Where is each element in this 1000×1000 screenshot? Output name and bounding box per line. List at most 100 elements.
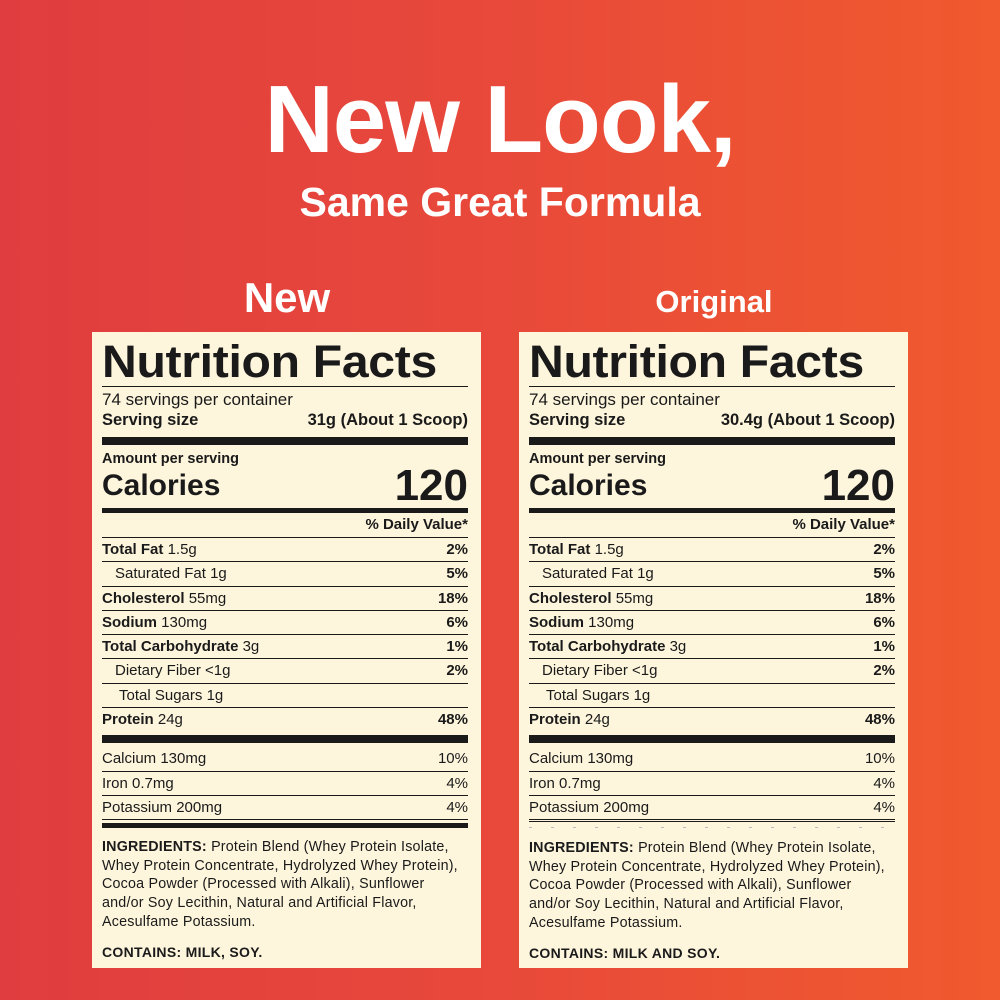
nutrient-name: Total Fat bbox=[529, 541, 591, 558]
headline: New Look, bbox=[264, 66, 736, 173]
nutrient-row: Sodium 130mg 6% bbox=[102, 611, 468, 636]
nutrient-row: Total Sugars 1g bbox=[529, 684, 895, 709]
nutrient-name: Total Sugars bbox=[546, 686, 630, 704]
nutrient-daily-value: 6% bbox=[446, 613, 468, 631]
nutrition-facts-title: Nutrition Facts bbox=[102, 336, 437, 387]
ingredients: INGREDIENTS: Protein Blend (Whey Protein… bbox=[102, 838, 468, 931]
nutrient-amount: 1g bbox=[206, 686, 224, 704]
nutrient-daily-value: 1% bbox=[446, 638, 468, 656]
serving-size-row: Serving size 31g (About 1 Scoop) bbox=[102, 410, 468, 430]
original-label: Original bbox=[655, 284, 773, 319]
nutrition-panel-new: Nutrition Facts 74 servings per container… bbox=[92, 332, 481, 968]
nutrient-amount: 1g bbox=[210, 565, 227, 583]
vitamin-row: Iron 0.7mg 4% bbox=[102, 772, 468, 796]
vitamin-name: Iron 0.7mg bbox=[102, 774, 174, 792]
nutrient-name: Total Sugars bbox=[119, 686, 203, 704]
vitamin-row: Iron 0.7mg 4% bbox=[529, 772, 895, 796]
nutrient-amount: 130mg bbox=[588, 613, 635, 631]
vitamin-daily-value: 10% bbox=[864, 750, 895, 768]
nutrient-amount: 1g bbox=[633, 686, 651, 704]
nutrient-daily-value: 1% bbox=[873, 638, 895, 656]
divider bbox=[529, 386, 895, 387]
nutrient-name: Protein bbox=[529, 711, 581, 729]
calories-value: 120 bbox=[821, 461, 895, 510]
new-label: New bbox=[243, 274, 331, 321]
nutrient-amount: 130mg bbox=[161, 613, 208, 631]
vitamin-daily-value: 4% bbox=[873, 798, 895, 816]
nutrition-panel-original: Nutrition Facts 74 servings per container… bbox=[519, 332, 908, 968]
nutrient-amount: 3g bbox=[242, 638, 260, 656]
medium-divider bbox=[529, 508, 895, 513]
vitamin-daily-value: 10% bbox=[437, 750, 468, 768]
nutrient-name: Total Carbohydrate bbox=[102, 638, 239, 656]
nutrient-name: Total Carbohydrate bbox=[529, 638, 666, 656]
nutrient-name: Protein bbox=[102, 711, 154, 729]
divider bbox=[102, 386, 468, 387]
nutrient-row: Total Sugars 1g bbox=[102, 684, 468, 709]
nutrient-name: Cholesterol bbox=[102, 589, 185, 607]
servings-per-container: 74 servings per container bbox=[102, 390, 293, 409]
medium-divider bbox=[102, 823, 468, 829]
serving-size-value: 31g (About 1 Scoop) bbox=[307, 411, 468, 429]
nutrient-daily-value: 18% bbox=[437, 589, 468, 607]
nutrient-row: Total Fat 1.5g 2% bbox=[529, 538, 895, 563]
vitamin-name: Calcium 130mg bbox=[102, 750, 207, 768]
allergen-contains: CONTAINS: MILK AND SOY. bbox=[529, 945, 721, 962]
vitamin-name: Potassium 200mg bbox=[529, 798, 650, 816]
vitamin-daily-value: 4% bbox=[446, 798, 468, 816]
nutrient-daily-value: 2% bbox=[446, 541, 468, 558]
nutrient-amount: 3g bbox=[669, 638, 687, 656]
nutrient-amount: 24g bbox=[584, 711, 610, 729]
serving-size-row: Serving size 30.4g (About 1 Scoop) bbox=[529, 410, 895, 430]
vitamin-row: Calcium 130mg 10% bbox=[529, 747, 895, 772]
allergen-contains: CONTAINS: MILK, SOY. bbox=[102, 944, 263, 961]
nutrient-amount: 1g bbox=[637, 565, 654, 583]
nutrient-name: Total Fat bbox=[102, 541, 164, 558]
ingredients: INGREDIENTS: Protein Blend (Whey Protein… bbox=[529, 839, 895, 932]
nutrient-row: Dietary Fiber <1g 2% bbox=[529, 659, 895, 684]
nutrient-daily-value: 6% bbox=[873, 613, 895, 631]
vitamin-row: Potassium 200mg 4% bbox=[529, 796, 895, 821]
calories-label: Calories bbox=[529, 469, 648, 502]
nutrient-row: Total Fat 1.5g 2% bbox=[102, 538, 468, 563]
nutrient-daily-value: 2% bbox=[873, 662, 895, 680]
calories-label: Calories bbox=[102, 469, 221, 502]
amount-per-serving: Amount per serving bbox=[529, 451, 666, 467]
vitamin-name: Potassium 200mg bbox=[102, 798, 223, 816]
calories-row: Calories 120 bbox=[102, 461, 468, 510]
serving-size-value: 30.4g (About 1 Scoop) bbox=[720, 411, 895, 429]
vitamin-daily-value: 4% bbox=[446, 774, 468, 792]
ingredients-text: Protein Blend (Whey Protein Isolate, Whe… bbox=[102, 839, 458, 930]
nutrient-amount: 55mg bbox=[615, 589, 654, 607]
nutrient-name: Cholesterol bbox=[529, 589, 612, 607]
vitamin-row: Calcium 130mg 10% bbox=[102, 747, 468, 772]
nutrient-row: Sodium 130mg 6% bbox=[529, 611, 895, 636]
daily-value-header: % Daily Value* bbox=[102, 513, 468, 538]
nutrient-daily-value: 18% bbox=[864, 589, 895, 607]
medium-divider bbox=[102, 508, 468, 513]
nutrient-daily-value: 48% bbox=[437, 711, 468, 729]
thick-divider bbox=[529, 437, 895, 445]
serving-size-label: Serving size bbox=[529, 411, 626, 429]
vitamin-daily-value: 4% bbox=[873, 774, 895, 792]
nutrient-row: Cholesterol 55mg 18% bbox=[102, 587, 468, 611]
calories-value: 120 bbox=[394, 461, 468, 510]
nutrient-row: Saturated Fat 1g 5% bbox=[529, 562, 895, 587]
nutrient-row: Saturated Fat 1g 5% bbox=[102, 562, 468, 587]
ingredients-text: Protein Blend (Whey Protein Isolate, Whe… bbox=[529, 840, 885, 931]
nutrient-daily-value: 5% bbox=[446, 565, 468, 583]
nutrient-amount: <1g bbox=[632, 662, 658, 680]
nutrient-name: Dietary Fiber bbox=[542, 662, 628, 680]
nutrient-amount: <1g bbox=[205, 662, 231, 680]
ingredients-label: INGREDIENTS: bbox=[529, 840, 634, 857]
thick-divider bbox=[529, 735, 895, 744]
nutrient-daily-value: 2% bbox=[873, 541, 895, 558]
subheadline: Same Great Formula bbox=[299, 179, 701, 225]
nutrient-row: Total Carbohydrate 3g 1% bbox=[102, 635, 468, 660]
nutrient-name: Sodium bbox=[529, 613, 584, 631]
nutrient-daily-value: 5% bbox=[873, 565, 895, 583]
calories-row: Calories 120 bbox=[529, 461, 895, 510]
nutrient-name: Saturated Fat bbox=[115, 565, 206, 583]
ingredients-label: INGREDIENTS: bbox=[102, 839, 207, 856]
nutrient-row: Protein 24g 48% bbox=[529, 708, 895, 732]
